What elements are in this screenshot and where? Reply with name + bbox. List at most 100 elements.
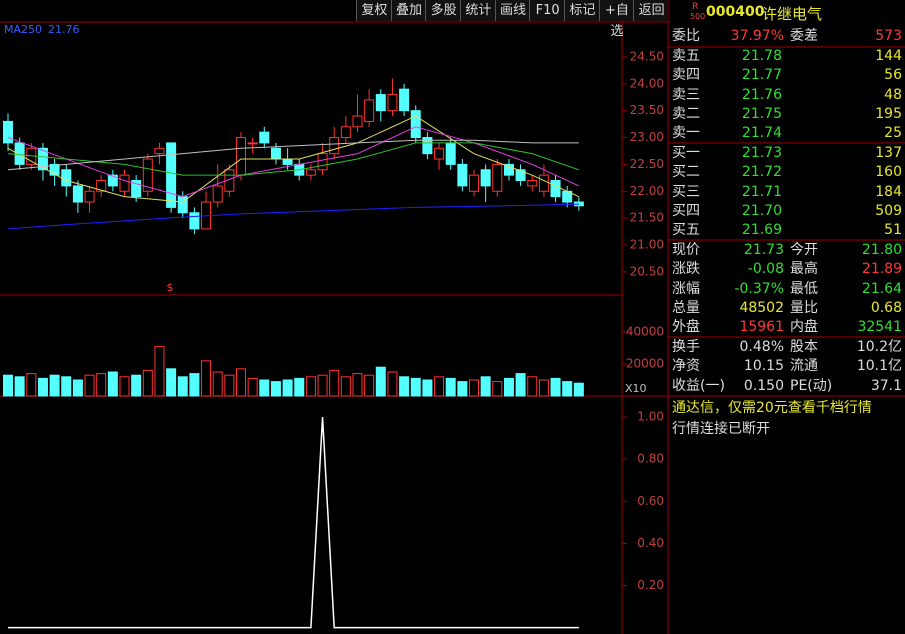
value: 32541 — [857, 319, 902, 336]
label: 卖三 — [672, 86, 700, 103]
candle-body — [538, 174, 549, 192]
badge-bottom: 500 — [690, 12, 706, 21]
order-row: 买五 21.69 51 — [672, 221, 902, 240]
candle-body — [515, 169, 526, 182]
toolbar-button[interactable]: 画线 — [494, 0, 531, 21]
label: 委差 — [790, 28, 818, 44]
y-tick-label: 0.40 — [637, 536, 664, 550]
order-row: 买四 21.70 509 — [672, 202, 902, 221]
toolbar-button[interactable]: 复权 — [356, 0, 392, 21]
volume-bar — [61, 376, 72, 397]
toolbar-button[interactable]: 返回 — [633, 0, 669, 21]
y-tick-label: 20.50 — [630, 264, 664, 278]
label: 买五 — [672, 222, 700, 239]
candle-body — [434, 147, 445, 160]
volume-bar — [49, 374, 60, 397]
label: 最高 — [790, 261, 818, 278]
signal-marker: $ — [167, 281, 174, 294]
candle-body — [469, 174, 479, 192]
volume-bar — [480, 376, 491, 397]
message[interactable]: 通达信，仅需20元查看千档行情 — [672, 400, 872, 416]
y-tick-label: 0.20 — [637, 578, 664, 592]
candle-body — [364, 99, 375, 122]
candle-body — [282, 158, 293, 165]
label: 换手 — [672, 339, 700, 355]
value: 573 — [875, 28, 902, 44]
volume-bar — [445, 377, 456, 397]
candle-body — [236, 137, 246, 176]
y-tick-label: 21.50 — [630, 211, 664, 225]
price: 21.70 — [741, 202, 782, 219]
volume-bar — [107, 371, 118, 397]
toolbar-button[interactable]: F10 — [529, 0, 565, 21]
volume-bar — [550, 377, 561, 397]
price: 21.71 — [741, 183, 782, 200]
toolbar-bg — [356, 0, 668, 21]
label: 涨跌 — [672, 261, 700, 278]
price: 21.72 — [741, 164, 782, 181]
stock-code: 000400 — [706, 4, 765, 20]
value: 48502 — [739, 299, 784, 316]
label: 买一 — [672, 145, 700, 161]
candle-body — [154, 147, 165, 155]
y-tick-label: 0.80 — [637, 452, 664, 466]
candle-body — [399, 88, 410, 112]
volume-bar — [538, 379, 549, 397]
candle-body — [492, 163, 503, 192]
order-row: 卖三 21.76 48 — [672, 86, 902, 105]
volume-bar — [201, 360, 212, 397]
value: -0.08 — [747, 261, 784, 278]
volume: 160 — [875, 164, 902, 181]
volume-bar — [84, 374, 95, 397]
volume-bar — [37, 377, 48, 397]
volume-bar — [503, 377, 514, 397]
value: 37.97% — [730, 28, 784, 44]
y-tick-label: 20000 — [626, 357, 664, 371]
toolbar-button[interactable]: 多股 — [425, 0, 461, 21]
candle-body — [3, 120, 13, 144]
value: 21.73 — [743, 242, 784, 258]
volume-bar — [305, 376, 316, 397]
candle-body — [352, 115, 363, 128]
candle-body — [49, 163, 60, 176]
volume-bar — [375, 366, 386, 397]
toolbar-button[interactable]: 标记 — [564, 0, 600, 21]
candle-body — [142, 158, 153, 192]
quote-row: 现价 21.73 今开 21.80 — [672, 241, 902, 260]
volume-bar — [527, 376, 538, 397]
volume-bar — [3, 374, 13, 397]
candle-body — [14, 142, 25, 165]
value: 21.64 — [861, 280, 902, 297]
ma-line — [7, 126, 580, 198]
volume-bar — [189, 373, 200, 397]
value: 10.2亿 — [856, 339, 902, 355]
label: 买四 — [672, 202, 700, 219]
candle-body — [387, 94, 398, 112]
stock-name: 许继电气 — [762, 5, 823, 23]
ratio-row: 委比 37.97% 委差 573 — [672, 27, 902, 46]
label: 总量 — [672, 299, 700, 316]
y-tick-label: 22.00 — [630, 184, 664, 198]
volume: 48 — [884, 86, 902, 103]
label: PE(动) — [790, 377, 833, 394]
ma-line — [7, 139, 579, 171]
volume: 184 — [875, 183, 902, 200]
quote-row: 换手 0.48% 股本 10.2亿 — [672, 338, 902, 357]
volume-bar — [259, 379, 270, 397]
label: 卖五 — [672, 48, 700, 64]
volume-bar — [142, 369, 153, 397]
toolbar-button[interactable]: +自选 — [598, 0, 635, 39]
candle-body — [527, 180, 538, 187]
candle-body — [166, 142, 177, 208]
volume-bar — [387, 371, 398, 397]
volume-bar — [166, 368, 177, 397]
ma-line — [7, 142, 580, 176]
candle-body — [503, 163, 514, 176]
candle-body — [189, 212, 200, 230]
toolbar-button[interactable]: 统计 — [460, 0, 496, 21]
label: 买三 — [672, 183, 700, 200]
message: 行情连接已断开 — [672, 421, 770, 437]
toolbar-button[interactable]: 叠加 — [390, 0, 427, 21]
